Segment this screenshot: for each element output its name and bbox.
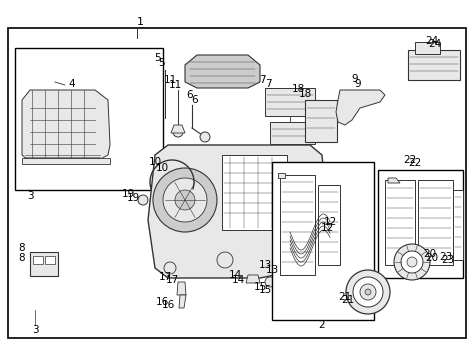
Text: 24: 24: [428, 39, 442, 49]
Circle shape: [164, 262, 176, 274]
Circle shape: [401, 251, 423, 273]
Bar: [418, 180, 453, 265]
Text: 9: 9: [355, 79, 361, 89]
Text: 24: 24: [425, 36, 438, 46]
Ellipse shape: [33, 72, 51, 84]
Bar: [385, 180, 415, 265]
Bar: [305, 100, 337, 142]
Circle shape: [276, 259, 288, 271]
Text: 18: 18: [298, 89, 311, 99]
Text: 19: 19: [121, 189, 135, 199]
Circle shape: [353, 277, 383, 307]
Circle shape: [200, 132, 210, 142]
Text: 5: 5: [159, 58, 165, 68]
Text: 8: 8: [18, 253, 25, 263]
Circle shape: [265, 277, 275, 287]
Polygon shape: [185, 55, 260, 88]
Ellipse shape: [29, 69, 55, 87]
Text: 3: 3: [32, 325, 38, 335]
Circle shape: [173, 127, 183, 137]
Circle shape: [153, 168, 217, 232]
Circle shape: [217, 252, 233, 268]
Text: 1: 1: [137, 17, 144, 27]
Text: 21: 21: [341, 295, 355, 305]
Bar: [272, 162, 374, 320]
Circle shape: [286, 166, 314, 194]
Bar: [280, 175, 315, 275]
Bar: [30, 252, 58, 276]
Circle shape: [346, 270, 390, 314]
Bar: [45, 256, 55, 264]
Text: 10: 10: [148, 157, 162, 167]
Text: 13: 13: [258, 260, 272, 270]
Text: 15: 15: [258, 285, 272, 295]
Bar: [33, 256, 43, 264]
Bar: [222, 155, 287, 230]
Bar: [15, 48, 163, 190]
Text: 17: 17: [158, 272, 172, 282]
Text: 15: 15: [254, 282, 266, 292]
Text: 16: 16: [161, 300, 174, 310]
Circle shape: [292, 172, 308, 188]
Circle shape: [138, 195, 148, 205]
Bar: [318, 185, 340, 265]
Circle shape: [163, 178, 207, 222]
Polygon shape: [22, 90, 110, 162]
Circle shape: [175, 190, 195, 210]
Circle shape: [365, 289, 371, 295]
Text: 16: 16: [155, 297, 169, 307]
Text: 11: 11: [168, 80, 182, 90]
Bar: [8, 28, 466, 338]
Bar: [270, 122, 315, 144]
Text: 8: 8: [18, 243, 25, 253]
Text: 23: 23: [439, 252, 453, 262]
Circle shape: [407, 257, 417, 267]
Text: 12: 12: [320, 223, 334, 233]
Circle shape: [299, 216, 311, 228]
Polygon shape: [246, 275, 260, 283]
Polygon shape: [177, 282, 186, 295]
Text: 22: 22: [403, 155, 417, 165]
Text: 20: 20: [423, 249, 437, 259]
Text: 23: 23: [441, 255, 455, 265]
Circle shape: [360, 284, 376, 300]
Polygon shape: [179, 295, 186, 308]
Text: 18: 18: [292, 84, 305, 94]
Bar: [318, 232, 332, 242]
Bar: [453, 190, 463, 260]
Text: 22: 22: [409, 158, 422, 168]
Text: 4: 4: [69, 79, 75, 89]
Text: 2: 2: [319, 320, 325, 330]
Bar: [22, 158, 110, 164]
Text: 5: 5: [155, 53, 161, 63]
Polygon shape: [171, 125, 185, 133]
Text: 13: 13: [265, 265, 279, 275]
Text: 6: 6: [187, 90, 193, 100]
Text: 9: 9: [352, 74, 358, 84]
Circle shape: [308, 228, 322, 242]
Bar: [415, 42, 440, 54]
Bar: [408, 50, 460, 80]
Bar: [378, 170, 463, 278]
Text: 17: 17: [165, 275, 179, 285]
Polygon shape: [388, 178, 400, 183]
Text: 12: 12: [323, 217, 337, 227]
Text: 3: 3: [27, 191, 33, 201]
Polygon shape: [148, 145, 328, 278]
Circle shape: [394, 244, 430, 280]
Circle shape: [294, 211, 316, 233]
Text: 19: 19: [127, 193, 140, 203]
Text: 14: 14: [231, 275, 245, 285]
Polygon shape: [278, 173, 285, 178]
Text: 7: 7: [264, 79, 271, 89]
Text: 21: 21: [338, 292, 352, 302]
Text: 7: 7: [259, 75, 265, 85]
Text: 6: 6: [191, 95, 198, 105]
Text: 11: 11: [164, 75, 177, 85]
Text: 10: 10: [155, 163, 169, 173]
Text: 14: 14: [228, 270, 242, 280]
Polygon shape: [336, 90, 385, 125]
Text: 20: 20: [426, 253, 438, 263]
Bar: [265, 88, 315, 116]
